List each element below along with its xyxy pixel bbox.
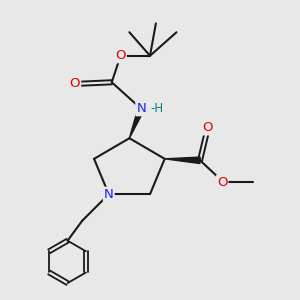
Text: O: O: [217, 176, 227, 189]
Text: O: O: [70, 77, 80, 90]
Polygon shape: [129, 108, 144, 138]
Text: O: O: [115, 49, 126, 62]
Text: N: N: [136, 102, 146, 115]
Text: N: N: [104, 188, 114, 201]
Polygon shape: [165, 157, 200, 164]
Text: -H: -H: [150, 102, 163, 115]
Text: O: O: [202, 122, 213, 134]
